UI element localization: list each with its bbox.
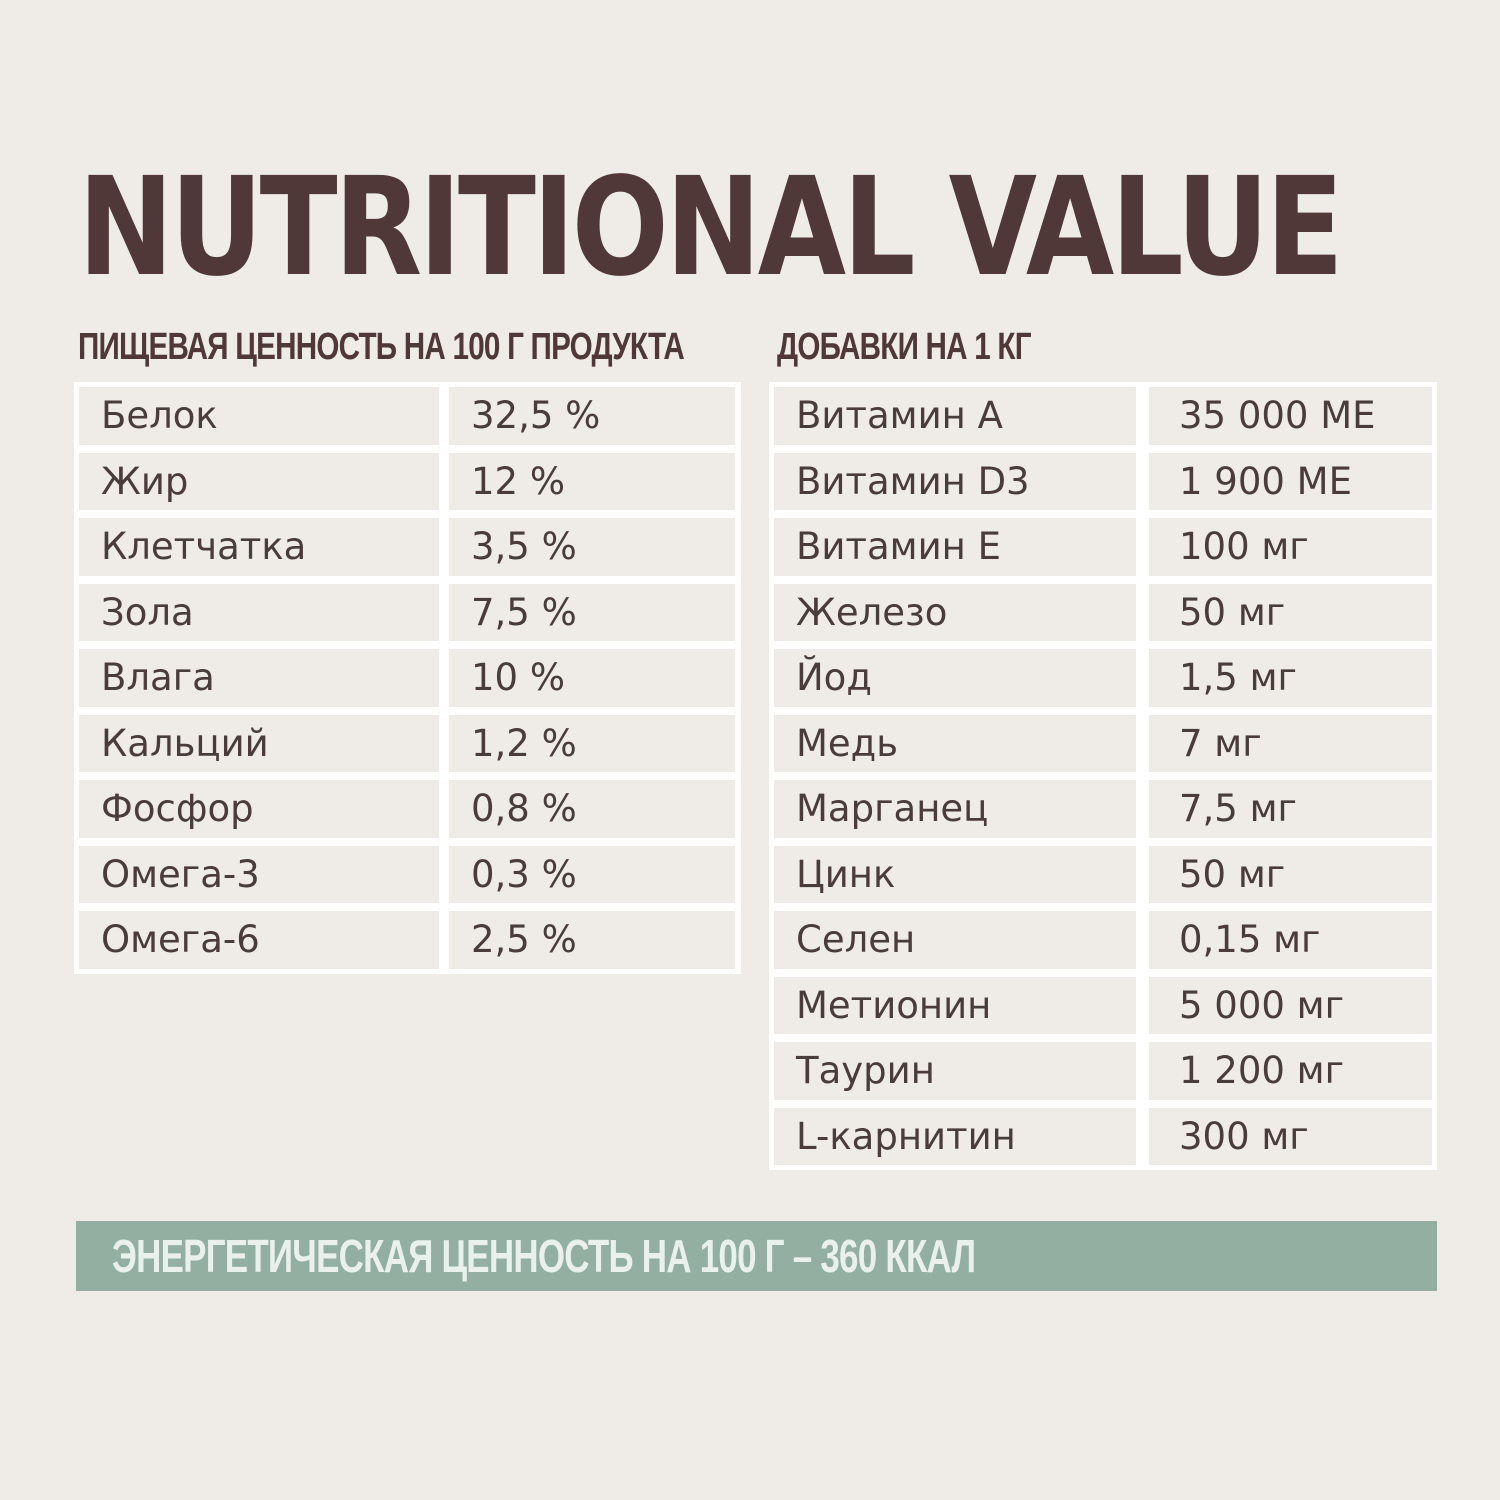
table-row: Йод 1,5 мг [774,649,1432,707]
additive-value: 35 000 МЕ [1149,387,1432,445]
table-row: Витамин Е 100 мг [774,518,1432,576]
additive-name: Витамин А [774,387,1136,445]
table-row: Селен 0,15 мг [774,911,1432,969]
nutrition-table: Белок 32,5 % Жир 12 % Клетчатка 3,5 % Зо… [74,382,741,974]
additive-name: Витамин D3 [774,452,1136,510]
page-title: NUTRITIONAL VALUE [78,149,1344,307]
table-row: Метионин 5 000 мг [774,976,1432,1034]
table-row: Омега-3 0,3 % [79,845,736,903]
energy-banner: ЭНЕРГЕТИЧЕСКАЯ ЦЕННОСТЬ НА 100 Г – 360 К… [76,1221,1437,1291]
table-row: Клетчатка 3,5 % [79,518,736,576]
additive-value: 0,15 мг [1149,911,1432,969]
table-row: Витамин А 35 000 МЕ [774,387,1432,445]
table-row: Медь 7 мг [774,714,1432,772]
nutrient-value: 1,2 % [449,714,735,772]
additive-name: Метионин [774,976,1136,1034]
table-row: Железо 50 мг [774,583,1432,641]
additive-value: 300 мг [1149,1107,1432,1165]
nutrient-value: 3,5 % [449,518,735,576]
nutrient-name: Влага [79,649,439,707]
nutrient-value: 12 % [449,452,735,510]
additives-heading: ДОБАВКИ НА 1 КГ [777,326,1032,368]
additive-value: 50 мг [1149,845,1432,903]
nutrient-name: Омега-6 [79,911,439,969]
nutrient-name: Омега-3 [79,845,439,903]
table-row: Цинк 50 мг [774,845,1432,903]
additive-name: Медь [774,714,1136,772]
nutrient-value: 0,3 % [449,845,735,903]
table-row: L-карнитин 300 мг [774,1107,1432,1165]
nutrient-value: 0,8 % [449,780,735,838]
additive-name: Витамин Е [774,518,1136,576]
table-row: Фосфор 0,8 % [79,780,736,838]
table-row: Зола 7,5 % [79,583,736,641]
nutrient-name: Кальций [79,714,439,772]
additive-name: Селен [774,911,1136,969]
additive-value: 1 200 мг [1149,1042,1432,1100]
nutrition-heading: ПИЩЕВАЯ ЦЕННОСТЬ НА 100 Г ПРОДУКТА [78,326,685,368]
additive-name: Таурин [774,1042,1136,1100]
additive-name: Йод [774,649,1136,707]
additive-value: 5 000 мг [1149,976,1432,1034]
nutrient-name: Фосфор [79,780,439,838]
table-row: Кальций 1,2 % [79,714,736,772]
nutrient-name: Зола [79,583,439,641]
table-row: Марганец 7,5 мг [774,780,1432,838]
additive-name: Марганец [774,780,1136,838]
nutrient-value: 10 % [449,649,735,707]
table-row: Таурин 1 200 мг [774,1042,1432,1100]
table-row: Влага 10 % [79,649,736,707]
table-row: Витамин D3 1 900 МЕ [774,452,1432,510]
additive-value: 1 900 МЕ [1149,452,1432,510]
table-row: Белок 32,5 % [79,387,736,445]
additives-table: Витамин А 35 000 МЕ Витамин D3 1 900 МЕ … [769,382,1437,1170]
additive-value: 7 мг [1149,714,1432,772]
nutrient-name: Белок [79,387,439,445]
additive-name: Железо [774,583,1136,641]
additive-value: 7,5 мг [1149,780,1432,838]
nutrient-value: 7,5 % [449,583,735,641]
additive-value: 1,5 мг [1149,649,1432,707]
additive-name: Цинк [774,845,1136,903]
nutrient-value: 2,5 % [449,911,735,969]
energy-value-text: ЭНЕРГЕТИЧЕСКАЯ ЦЕННОСТЬ НА 100 Г – 360 К… [112,1230,976,1282]
nutrient-name: Жир [79,452,439,510]
nutrient-value: 32,5 % [449,387,735,445]
table-row: Омега-6 2,5 % [79,911,736,969]
table-row: Жир 12 % [79,452,736,510]
nutrient-name: Клетчатка [79,518,439,576]
additive-value: 100 мг [1149,518,1432,576]
additive-value: 50 мг [1149,583,1432,641]
additive-name: L-карнитин [774,1107,1136,1165]
